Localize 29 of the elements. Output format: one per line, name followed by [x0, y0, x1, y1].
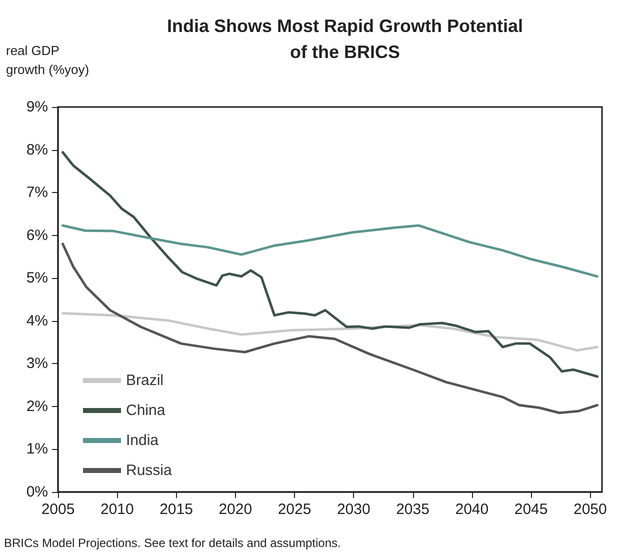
y-tick-label: 0%	[26, 484, 48, 500]
y-axis-title: real GDP growth (%yoy)	[6, 43, 90, 77]
y-tick-label: 1%	[26, 440, 48, 458]
legend-label: Brazil	[126, 372, 164, 389]
y-tick-label: 4%	[26, 312, 48, 330]
y-tick-label: 9%	[26, 98, 48, 116]
x-tick-label: 2020	[218, 501, 252, 518]
x-tick-label: 2030	[336, 501, 370, 518]
x-tick-label: 2040	[455, 501, 489, 518]
y-tick-label: 2%	[26, 398, 48, 415]
legend-label: Russia	[126, 462, 173, 479]
x-tick-label: 2050	[573, 501, 607, 518]
legend-label: China	[126, 402, 166, 419]
x-tick-label: 2015	[160, 501, 193, 518]
chart-title: India Shows Most Rapid Growth Potential of the BRICS	[166, 16, 524, 62]
text: BRICs Model Projections. See text for details and assumptions.	[4, 536, 341, 550]
line-series	[61, 224, 599, 278]
y-tick-label: 7%	[26, 184, 48, 202]
x-tick-label: 2010	[100, 501, 134, 518]
legend-label: India	[126, 432, 160, 449]
y-tick-label: 5%	[26, 270, 48, 287]
x-tick-label: 2045	[514, 501, 548, 518]
y-tick-label: 3%	[26, 355, 48, 372]
y-tick-label: 8%	[26, 141, 48, 158]
x-tick-label: 2005	[41, 501, 75, 518]
x-tick-label: 2035	[396, 501, 430, 518]
y-tick-label: 6%	[26, 226, 48, 244]
line-series	[61, 242, 599, 414]
x-tick-label: 2025	[278, 501, 312, 518]
